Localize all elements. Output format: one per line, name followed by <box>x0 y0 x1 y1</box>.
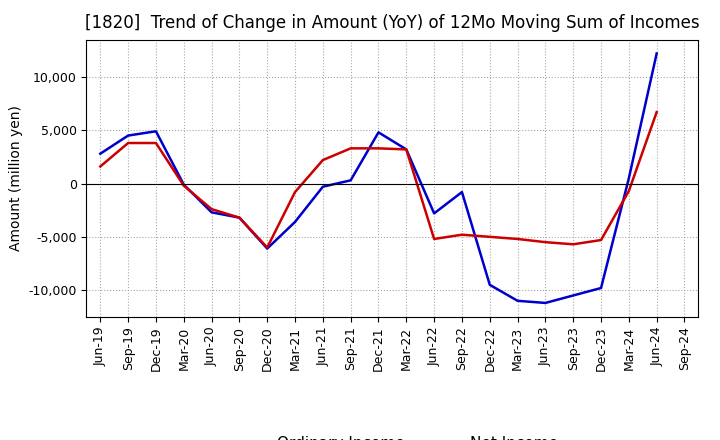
Net Income <box>597 238 606 243</box>
Ordinary Income <box>430 211 438 216</box>
Title: [1820]  Trend of Change in Amount (YoY) of 12Mo Moving Sum of Incomes: [1820] Trend of Change in Amount (YoY) o… <box>85 15 700 33</box>
Ordinary Income <box>124 133 132 138</box>
Net Income <box>569 242 577 247</box>
Net Income <box>485 234 494 239</box>
Legend: Ordinary Income, Net Income: Ordinary Income, Net Income <box>220 430 564 440</box>
Ordinary Income <box>374 130 383 135</box>
Net Income <box>346 146 355 151</box>
Net Income <box>402 147 410 152</box>
Net Income <box>124 140 132 146</box>
Net Income <box>374 146 383 151</box>
Ordinary Income <box>179 182 188 187</box>
Ordinary Income <box>652 51 661 56</box>
Ordinary Income <box>569 293 577 298</box>
Net Income <box>541 239 550 245</box>
Ordinary Income <box>346 178 355 183</box>
Ordinary Income <box>263 246 271 251</box>
Ordinary Income <box>291 219 300 224</box>
Line: Ordinary Income: Ordinary Income <box>100 53 657 303</box>
Ordinary Income <box>513 298 522 304</box>
Ordinary Income <box>318 184 327 189</box>
Net Income <box>235 215 243 220</box>
Ordinary Income <box>458 189 467 194</box>
Y-axis label: Amount (million yen): Amount (million yen) <box>9 105 23 251</box>
Ordinary Income <box>235 215 243 220</box>
Ordinary Income <box>485 282 494 287</box>
Net Income <box>96 164 104 169</box>
Net Income <box>207 206 216 212</box>
Net Income <box>652 110 661 115</box>
Net Income <box>458 232 467 237</box>
Line: Net Income: Net Income <box>100 112 657 247</box>
Net Income <box>152 140 161 146</box>
Net Income <box>430 236 438 242</box>
Net Income <box>513 236 522 242</box>
Ordinary Income <box>402 147 410 152</box>
Ordinary Income <box>207 210 216 215</box>
Net Income <box>318 158 327 163</box>
Net Income <box>624 188 633 194</box>
Ordinary Income <box>597 286 606 291</box>
Net Income <box>263 245 271 250</box>
Ordinary Income <box>152 128 161 134</box>
Net Income <box>179 183 188 188</box>
Ordinary Income <box>96 151 104 156</box>
Ordinary Income <box>541 300 550 305</box>
Ordinary Income <box>624 176 633 181</box>
Net Income <box>291 189 300 194</box>
